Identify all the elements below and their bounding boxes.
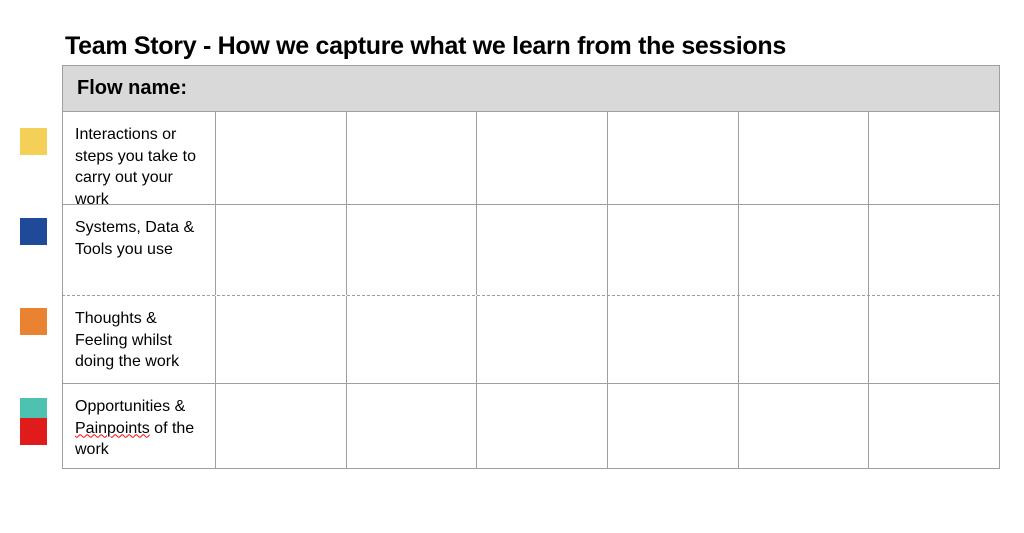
table-cell [739, 296, 870, 383]
table-cell [869, 112, 1000, 204]
table-cell [216, 384, 347, 468]
row-swatch-0 [20, 128, 47, 155]
table-row: Opportunities & Painpoints of the work [62, 384, 1000, 469]
table-cell [739, 112, 870, 204]
row-swatch-2 [20, 308, 47, 335]
table-cell [347, 384, 478, 468]
table-row: Interactions or steps you take to carry … [62, 112, 1000, 205]
table-cell [477, 384, 608, 468]
row-swatch-1 [20, 218, 47, 245]
table-cell [216, 296, 347, 383]
table-cell [347, 205, 478, 295]
row-swatch-3-b [20, 418, 47, 445]
table-cell [608, 205, 739, 295]
table-cell [347, 112, 478, 204]
table-cell [869, 296, 1000, 383]
row-label: Opportunities & Painpoints of the work [63, 384, 216, 468]
table-cell [477, 112, 608, 204]
table-cell [216, 112, 347, 204]
table-cell [216, 205, 347, 295]
table-row: Thoughts & Feeling whilst doing the work [62, 296, 1000, 384]
table-cell [869, 384, 1000, 468]
page-title: Team Story - How we capture what we lear… [65, 32, 786, 61]
flow-name-header: Flow name: [62, 65, 1000, 112]
table-cell [477, 205, 608, 295]
row-label: Systems, Data & Tools you use [63, 205, 216, 295]
table-cell [739, 384, 870, 468]
row-label: Interactions or steps you take to carry … [63, 112, 216, 204]
table-cell [347, 296, 478, 383]
table-cell [739, 205, 870, 295]
table-cell [608, 112, 739, 204]
table-cell [869, 205, 1000, 295]
table-cell [477, 296, 608, 383]
table-cell [608, 296, 739, 383]
table-row: Systems, Data & Tools you use [62, 205, 1000, 295]
team-story-table: Flow name: Interactions or steps you tak… [62, 65, 1000, 469]
row-label: Thoughts & Feeling whilst doing the work [63, 296, 216, 383]
table-cell [608, 384, 739, 468]
